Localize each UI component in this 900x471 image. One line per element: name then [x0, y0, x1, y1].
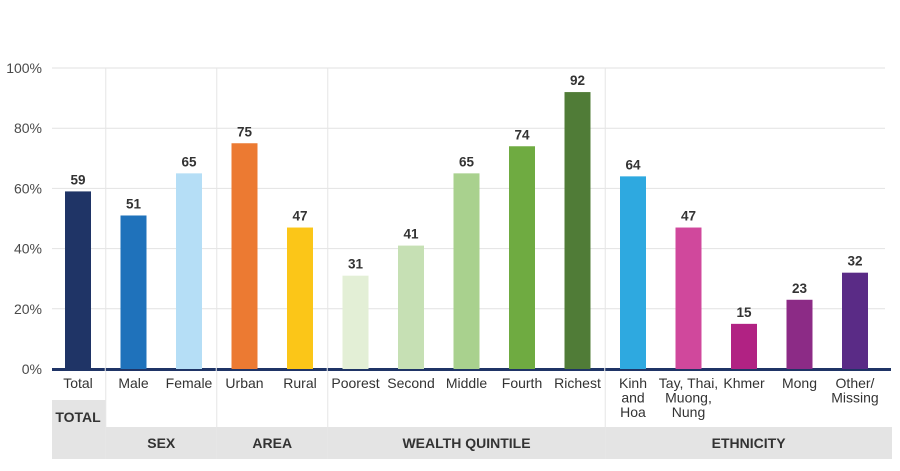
data-label: 74 — [514, 127, 530, 142]
category-label: Middle — [446, 375, 487, 391]
category-label: Female — [166, 375, 213, 391]
bar — [231, 143, 258, 369]
group-label: SEX — [147, 435, 176, 451]
group-band — [52, 400, 106, 459]
bar — [453, 173, 480, 369]
group-band — [605, 427, 892, 459]
bar — [342, 275, 369, 369]
category-label: Richest — [554, 375, 601, 391]
category-label: Second — [387, 375, 434, 391]
category-label: Hoa — [620, 404, 646, 420]
data-label: 65 — [459, 154, 475, 169]
category-label: Rural — [283, 375, 316, 391]
bar — [176, 173, 202, 369]
bar — [786, 299, 813, 369]
category-label: Nung — [672, 404, 705, 420]
category-label: and — [621, 390, 644, 406]
group-band — [327, 427, 606, 459]
category-label: Urban — [225, 375, 263, 391]
bar — [287, 227, 313, 369]
y-tick-label: 20% — [14, 301, 42, 317]
baseline — [52, 368, 105, 371]
baseline — [327, 368, 605, 371]
bar — [65, 191, 91, 369]
baseline — [605, 368, 891, 371]
group-band — [105, 427, 217, 459]
category-label: Kinh — [619, 375, 647, 391]
category-label: Khmer — [723, 375, 765, 391]
y-tick-label: 100% — [6, 60, 42, 76]
category-label: Tay, Thai, — [659, 375, 718, 391]
group-band — [216, 427, 328, 459]
y-tick-label: 0% — [22, 361, 42, 377]
data-label: 92 — [570, 73, 585, 88]
group-label: AREA — [252, 435, 292, 451]
baseline — [105, 368, 216, 371]
category-label: Other/ — [836, 375, 875, 391]
data-label: 23 — [792, 281, 808, 296]
y-tick-label: 80% — [14, 120, 42, 136]
data-label: 75 — [237, 124, 253, 139]
category-label: Total — [63, 375, 93, 391]
bar — [731, 323, 757, 369]
data-label: 32 — [847, 254, 862, 269]
data-label: 59 — [70, 172, 85, 187]
category-label: Missing — [831, 390, 878, 406]
data-label: 15 — [736, 305, 752, 320]
data-label: 31 — [348, 257, 364, 272]
bar — [398, 245, 424, 369]
baseline — [216, 368, 327, 371]
group-label: ETHNICITY — [712, 435, 787, 451]
bar — [564, 92, 591, 369]
bar — [120, 215, 147, 369]
group-label: TOTAL — [55, 409, 101, 425]
category-label: Fourth — [502, 375, 542, 391]
data-label: 65 — [181, 154, 197, 169]
category-label: Mong — [782, 375, 817, 391]
data-label: 41 — [403, 227, 419, 242]
y-tick-label: 60% — [14, 180, 42, 196]
category-label: Muong, — [665, 390, 712, 406]
bar — [509, 146, 535, 369]
data-label: 51 — [126, 196, 142, 211]
bar — [675, 227, 702, 369]
category-label: Male — [118, 375, 149, 391]
bar — [842, 272, 868, 369]
data-label: 47 — [292, 209, 307, 224]
data-label: 47 — [681, 209, 696, 224]
y-tick-label: 40% — [14, 241, 42, 257]
category-label: Poorest — [331, 375, 379, 391]
group-label: WEALTH QUINTILE — [402, 435, 530, 451]
data-label: 64 — [625, 157, 641, 172]
bar — [620, 176, 646, 369]
